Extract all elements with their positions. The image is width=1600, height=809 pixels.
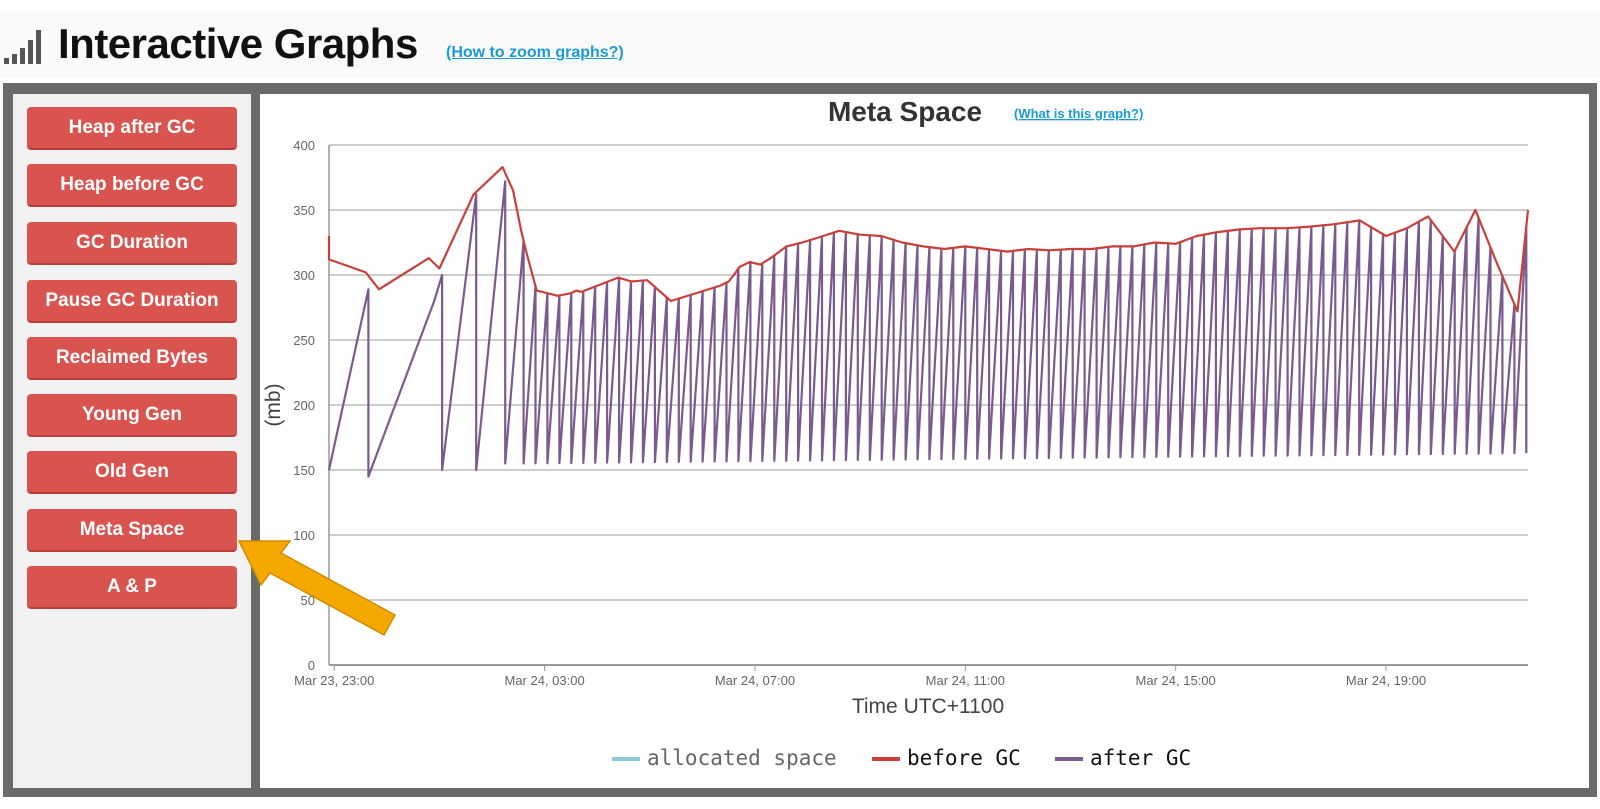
x-axis-label: Time UTC+1100	[852, 695, 1004, 718]
a-and-p-button[interactable]: A & P	[27, 566, 237, 609]
y-tick-label: 100	[293, 528, 315, 543]
pause-gc-duration-button[interactable]: Pause GC Duration	[27, 280, 237, 323]
heap-after-gc-button[interactable]: Heap after GC	[27, 107, 237, 150]
y-tick-label: 150	[293, 463, 315, 478]
legend-before-gc: before GC	[907, 746, 1021, 770]
before-gc-line	[327, 166, 1530, 313]
gc-duration-button[interactable]: GC Duration	[27, 222, 237, 265]
y-tick-label: 200	[293, 398, 315, 413]
pointer-arrow-icon	[237, 540, 397, 637]
meta-space-button[interactable]: Meta Space	[27, 509, 237, 552]
y-tick-label: 300	[293, 268, 315, 283]
old-gen-button[interactable]: Old Gen	[27, 451, 237, 494]
y-tick-label: 250	[293, 333, 315, 348]
graph-help-link[interactable]: (What is this graph?)	[1014, 106, 1143, 121]
after-gc-line	[327, 180, 1528, 478]
y-axis-label: (mb)	[262, 383, 285, 426]
page-title: Interactive Graphs	[58, 20, 418, 67]
chart-title: Meta Space	[828, 96, 982, 127]
x-tick-label: Mar 24, 19:00	[1346, 673, 1426, 688]
y-tick-label: 350	[293, 203, 315, 218]
reclaimed-bytes-button[interactable]: Reclaimed Bytes	[27, 337, 237, 380]
page-header: Interactive Graphs (How to zoom graphs?)	[0, 12, 1600, 78]
y-tick-label: 50	[301, 593, 315, 608]
x-tick-label: Mar 24, 11:00	[926, 673, 1005, 688]
legend-after-gc: after GC	[1090, 746, 1191, 770]
y-tick-label: 0	[308, 658, 315, 673]
signal-bars-icon	[4, 30, 41, 64]
legend-allocated-space: allocated space	[647, 746, 837, 770]
graph-sidebar	[13, 94, 251, 788]
x-tick-label: Mar 23, 23:00	[294, 673, 374, 688]
y-tick-label: 400	[293, 138, 315, 153]
young-gen-button[interactable]: Young Gen	[27, 394, 237, 437]
x-tick-label: Mar 24, 15:00	[1136, 673, 1216, 688]
x-tick-label: Mar 24, 03:00	[505, 673, 585, 688]
x-tick-label: Mar 24, 07:00	[715, 673, 795, 688]
heap-before-gc-button[interactable]: Heap before GC	[27, 164, 237, 207]
zoom-help-link[interactable]: (How to zoom graphs?)	[446, 44, 624, 61]
